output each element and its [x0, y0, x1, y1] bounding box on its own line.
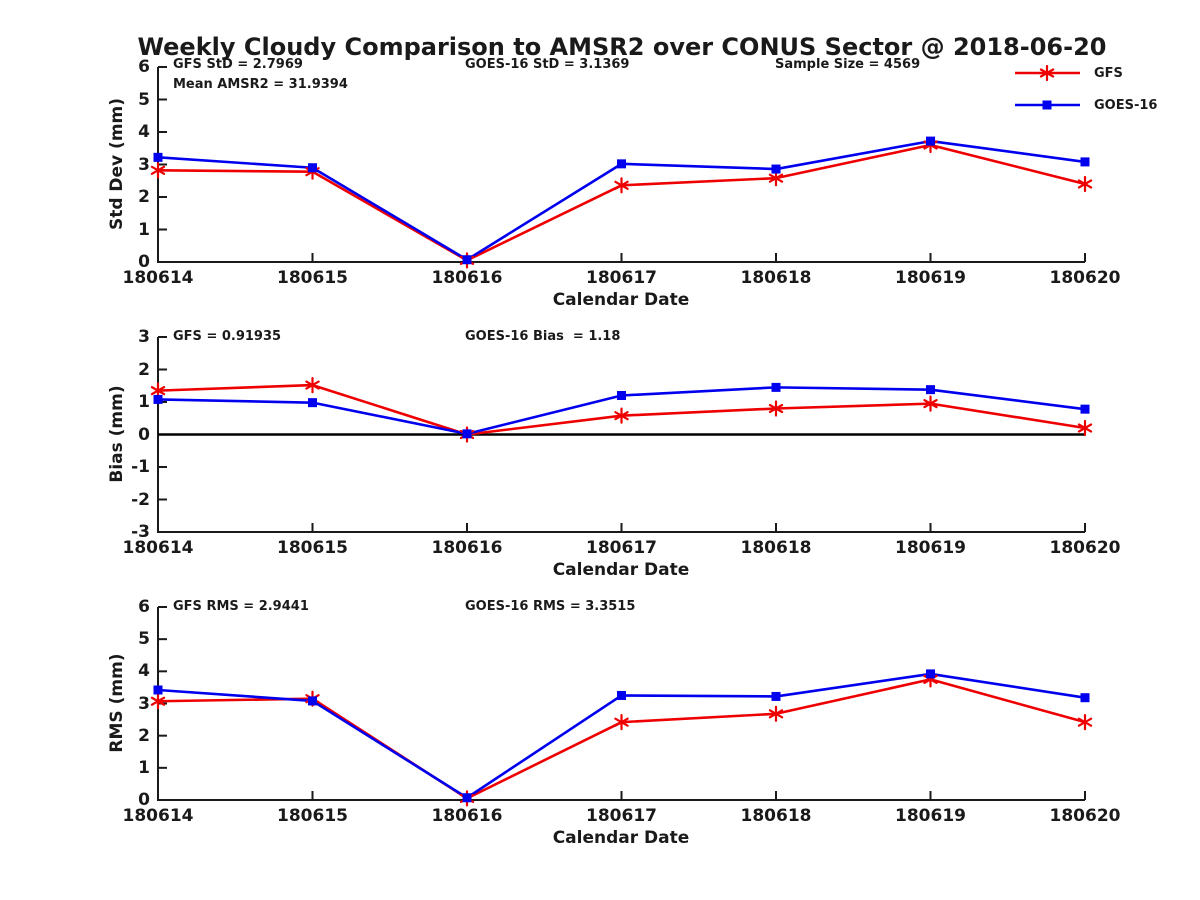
stat-annotation: GFS RMS = 2.9441: [173, 599, 309, 614]
y-tick-label: 4: [138, 122, 150, 142]
stat-annotation: Mean AMSR2 = 31.9394: [173, 77, 348, 92]
x-tick-label: 180615: [277, 806, 348, 826]
x-tick-label: 180616: [431, 538, 503, 558]
x-tick-label: 180617: [586, 806, 657, 826]
x-tick-label: 180615: [277, 538, 348, 558]
x-axis-label-bias: Calendar Date: [552, 560, 690, 580]
figure-title: Weekly Cloudy Comparison to AMSR2 over C…: [137, 33, 1107, 61]
x-tick-label: 180616: [431, 268, 503, 288]
x-tick-label: 180619: [895, 806, 966, 826]
x-axis-label-rms: Calendar Date: [552, 828, 690, 848]
y-tick-label: 5: [138, 629, 150, 650]
y-tick-label: 6: [138, 57, 150, 77]
stat-annotation: GOES-16 RMS = 3.3515: [465, 599, 636, 614]
y-tick-label: 1: [138, 757, 150, 778]
x-tick-label: 180617: [586, 268, 657, 288]
x-tick-label: 180616: [431, 806, 503, 826]
x-tick-label: 180619: [895, 268, 966, 288]
y-tick-label: 2: [138, 187, 150, 207]
legend-label-gfs: GFS: [1094, 65, 1123, 81]
x-tick-label: 180620: [1049, 806, 1121, 826]
y-tick-label: 5: [138, 89, 150, 110]
x-tick-label: 180614: [122, 806, 194, 826]
x-tick-label: 180618: [740, 268, 812, 288]
gfs-legend-swatch-icon: [1015, 65, 1080, 81]
y-tick-label: -1: [131, 457, 150, 477]
y-tick-label: 0: [138, 252, 150, 272]
x-tick-label: 180618: [740, 538, 812, 558]
x-tick-label: 180614: [122, 538, 194, 558]
y-tick-label: 4: [138, 661, 150, 682]
y-tick-label: 3: [138, 693, 150, 714]
y-tick-label: -3: [131, 522, 150, 542]
y-tick-label: 0: [138, 424, 150, 445]
stat-annotation: GOES-16 StD = 3.1369: [465, 57, 630, 72]
legend-label-goes16: GOES-16: [1094, 97, 1158, 113]
y-tick-label: -2: [131, 489, 150, 510]
stat-annotation: Sample Size = 4569: [775, 57, 921, 72]
stat-annotation: GOES-16 Bias = 1.18: [465, 329, 621, 344]
y-tick-label: 2: [138, 725, 150, 746]
y-tick-label: 1: [138, 219, 150, 240]
y-tick-label: 1: [138, 392, 150, 412]
x-tick-label: 180619: [895, 538, 966, 558]
x-tick-label: 180620: [1049, 538, 1121, 558]
goes16-legend-swatch-icon: [1015, 100, 1080, 110]
stat-annotation: GFS = 0.91935: [173, 329, 282, 344]
y-tick-label: 2: [138, 359, 150, 380]
x-tick-label: 180620: [1049, 268, 1121, 288]
legend-item-goes16: GOES-16: [1014, 97, 1157, 113]
y-tick-label: 3: [138, 327, 150, 347]
y-tick-label: 6: [138, 597, 150, 617]
stat-annotation: GFS StD = 2.7969: [173, 57, 303, 72]
x-tick-label: 180617: [586, 538, 657, 558]
y-tick-label: 3: [138, 154, 150, 175]
x-axis-label-stddev: Calendar Date: [552, 290, 690, 310]
x-tick-label: 180614: [122, 268, 194, 288]
x-tick-label: 180618: [740, 806, 812, 826]
y-tick-label: 0: [138, 790, 150, 810]
legend-item-gfs: GFS: [1014, 65, 1123, 81]
x-tick-label: 180615: [277, 268, 348, 288]
